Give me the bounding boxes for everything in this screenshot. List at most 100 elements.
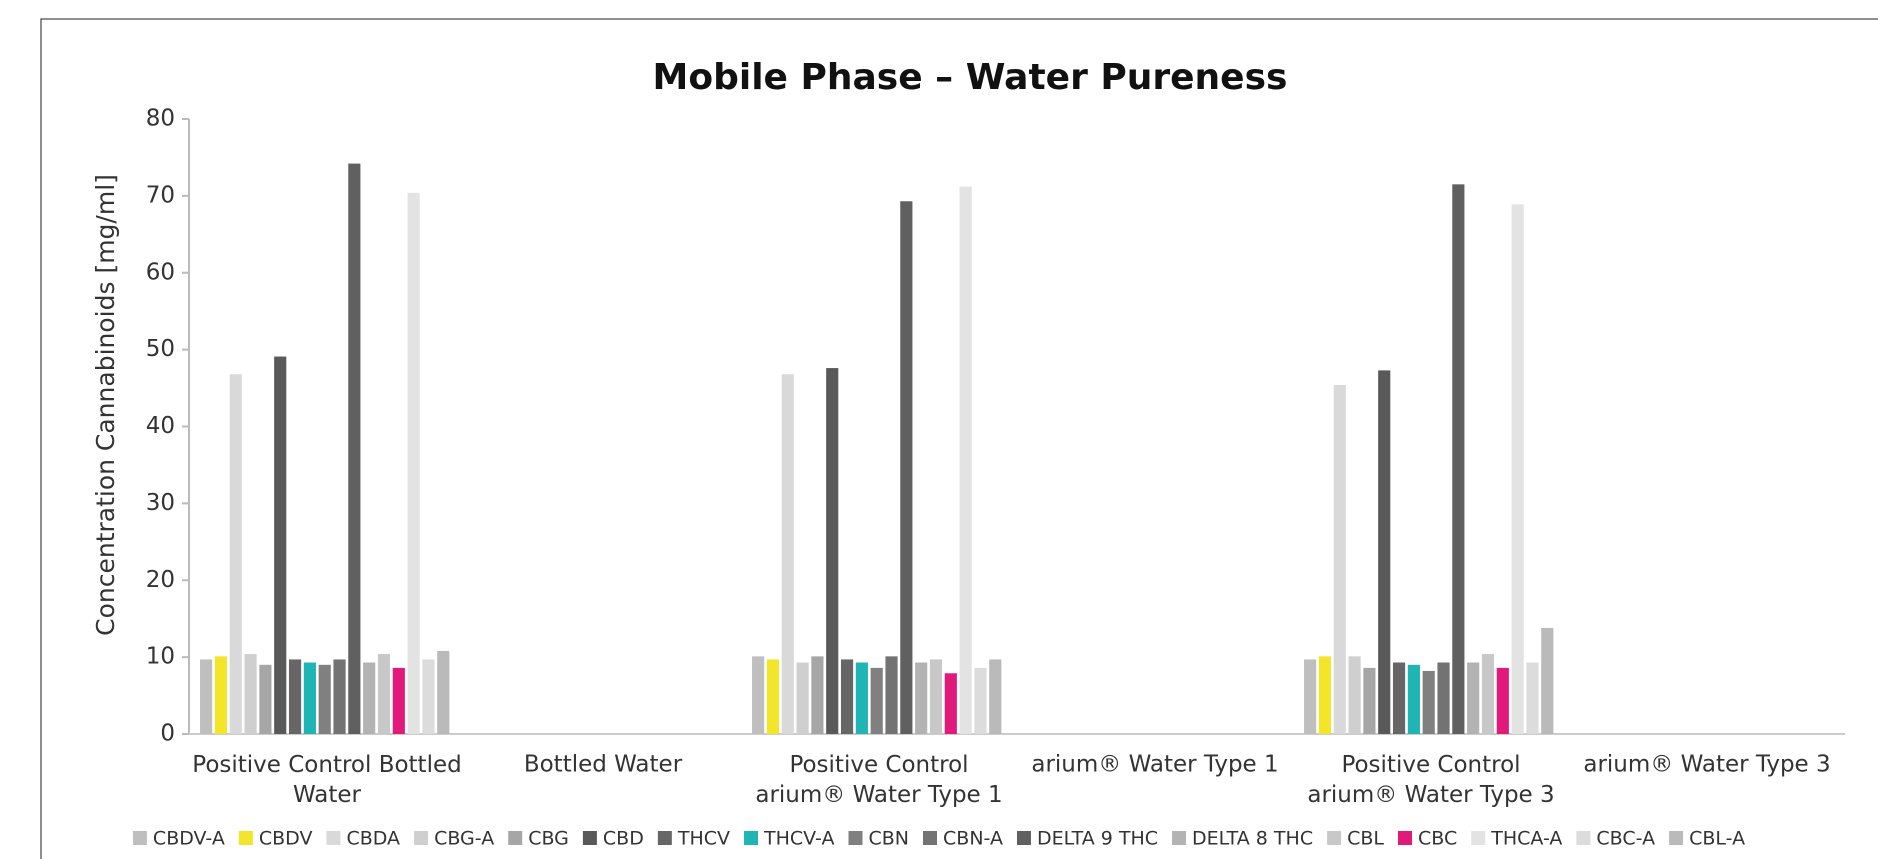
legend-label: CBDV-A <box>153 828 225 850</box>
bar <box>318 664 331 734</box>
y-tick-label: 0 <box>160 721 175 747</box>
bar <box>1318 656 1332 734</box>
bar <box>1452 184 1465 734</box>
legend-swatch <box>657 831 672 845</box>
bar <box>333 659 346 734</box>
bar <box>1541 627 1554 734</box>
bar <box>929 659 943 734</box>
bar <box>766 659 780 734</box>
y-tick-label: 40 <box>146 413 175 439</box>
bar <box>1378 370 1391 734</box>
bar <box>363 662 376 734</box>
y-tick-label: 30 <box>146 490 175 516</box>
legend-label: CBL <box>1347 828 1384 850</box>
bar <box>288 659 302 734</box>
bar <box>1496 667 1509 734</box>
legend-swatch <box>414 831 429 845</box>
legend-label: THCV <box>677 828 730 850</box>
legend-swatch <box>848 831 863 845</box>
bar <box>1392 662 1406 734</box>
legend-label: CBN-A <box>943 828 1003 850</box>
chart-border <box>40 18 1878 859</box>
legend-label: CBC-A <box>1596 828 1655 850</box>
y-tick-label: 10 <box>146 644 175 670</box>
legend-label: CBL-A <box>1689 828 1745 850</box>
legend-label: DELTA 9 THC <box>1037 828 1158 850</box>
bar <box>974 667 987 734</box>
bar <box>796 662 809 734</box>
y-tick-label: 70 <box>146 182 175 208</box>
bar <box>1467 662 1480 734</box>
legend-label: CBG <box>528 828 569 850</box>
bar <box>1333 384 1346 734</box>
legend-swatch <box>923 831 938 845</box>
legend-swatch <box>1327 831 1342 845</box>
x-tick-label: arium® Water Type 3 <box>1583 752 1830 778</box>
bar <box>900 201 913 735</box>
x-tick-label: Positive Control arium® Water Type 1 <box>755 752 1002 808</box>
bar <box>1511 204 1524 735</box>
x-tick-label: Positive Control arium® Water Type 3 <box>1307 752 1554 808</box>
legend-label: CBD <box>603 828 644 850</box>
x-tick-label: arium® Water Type 1 <box>1031 752 1278 778</box>
legend-label: CBN <box>869 828 910 850</box>
x-tick-label: Bottled Water <box>524 752 683 778</box>
y-tick-label: 50 <box>146 336 175 362</box>
y-tick-label: 60 <box>146 259 175 285</box>
legend-label: THCA-A <box>1490 828 1562 850</box>
bar <box>1526 662 1539 734</box>
bar <box>274 356 287 734</box>
bar <box>989 659 1002 734</box>
bar <box>407 192 420 735</box>
bar <box>944 673 957 734</box>
bar <box>422 659 435 734</box>
bar <box>870 667 883 734</box>
legend-swatch <box>582 831 597 845</box>
bar <box>437 650 450 734</box>
bar <box>1348 656 1361 734</box>
legend-label: CBC <box>1418 828 1457 850</box>
chart-title: Mobile Phase – Water Pureness <box>653 57 1288 98</box>
legend-swatch <box>744 831 759 845</box>
bar <box>752 656 765 734</box>
bar <box>303 662 316 734</box>
bar <box>855 662 868 734</box>
bar <box>1363 667 1376 734</box>
bar <box>377 654 391 734</box>
legend-label: DELTA 8 THC <box>1192 828 1313 850</box>
bar <box>1437 662 1450 734</box>
legend-label: CBDV <box>259 828 313 850</box>
legend-swatch <box>1576 831 1591 845</box>
bar <box>826 368 839 734</box>
y-tick-label: 20 <box>146 567 175 593</box>
bar <box>781 374 794 734</box>
bar <box>214 656 228 734</box>
bar <box>1304 659 1317 734</box>
legend-swatch <box>1669 831 1684 845</box>
bar <box>840 659 854 734</box>
legend-swatch <box>132 831 147 845</box>
legend-label: THCV-A <box>763 828 834 850</box>
bar <box>1422 670 1435 734</box>
bar <box>915 662 928 734</box>
bar <box>959 186 972 734</box>
bar <box>1481 654 1495 734</box>
x-tick-label: Positive Control Bottled Water <box>192 752 461 808</box>
bar <box>348 163 361 734</box>
bar <box>811 656 824 734</box>
bar <box>392 667 405 734</box>
legend-swatch <box>326 831 341 845</box>
legend-label: CBG-A <box>434 828 494 850</box>
legend-label: CBDA <box>346 828 400 850</box>
bar <box>259 664 272 734</box>
legend-swatch <box>1471 831 1486 845</box>
legend-swatch <box>1172 831 1187 845</box>
bar <box>200 659 213 734</box>
bar <box>244 654 257 734</box>
legend-swatch <box>1397 831 1412 845</box>
bar <box>1407 664 1420 734</box>
legend-swatch <box>508 831 523 845</box>
bar <box>229 374 242 734</box>
y-tick-label: 80 <box>146 106 175 132</box>
